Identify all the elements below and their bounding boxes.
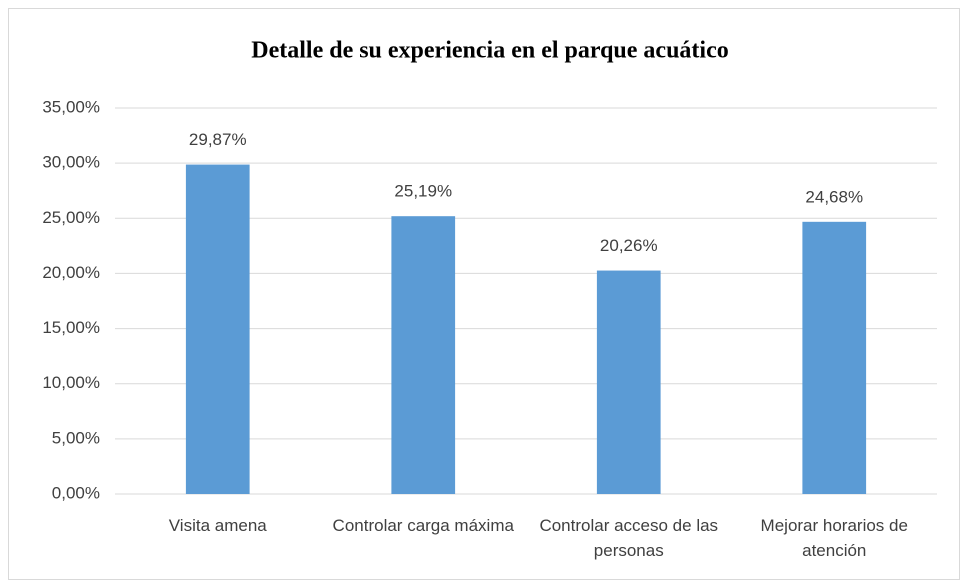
x-tick-label: Controlar carga máxima [332,516,514,535]
data-label: 29,87% [189,130,247,149]
y-tick-label: 30,00% [42,153,100,172]
y-tick-label: 5,00% [52,428,100,447]
data-label: 20,26% [600,236,658,255]
chart-border [8,8,960,580]
x-tick-label: Visita amena [168,516,267,535]
x-tick-label: Mejorar horarios de atención [760,516,908,560]
bar [391,216,456,494]
chart-title: Detalle de su experiencia en el parque a… [251,38,729,64]
data-label: 24,68% [805,187,863,206]
y-tick-label: 20,00% [42,263,100,282]
y-tick-label: 15,00% [42,318,100,337]
bar [185,164,250,494]
y-tick-label: 25,00% [42,208,100,227]
y-tick-label: 10,00% [42,373,100,392]
y-tick-label: 35,00% [42,97,100,116]
bar [802,221,867,494]
data-label: 25,19% [394,182,452,201]
bar [596,270,661,494]
y-tick-label: 0,00% [52,483,100,502]
x-tick-label: Controlar acceso de las personas [539,516,719,560]
